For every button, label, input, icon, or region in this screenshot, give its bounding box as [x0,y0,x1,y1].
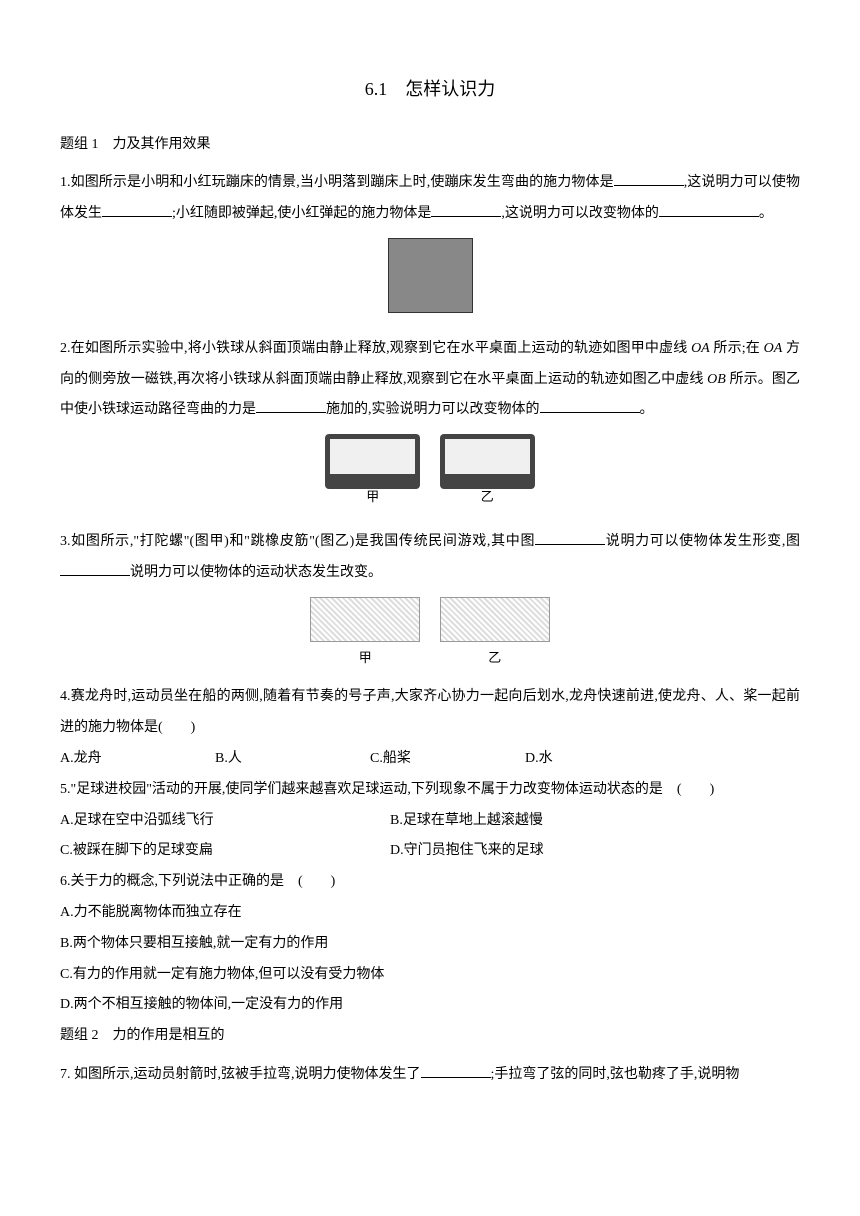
q3-text-1: 3.如图所示,"打陀螺"(图甲)和"跳橡皮筋"(图乙)是我国传统民间游戏,其中图 [60,534,535,549]
blank[interactable] [256,397,326,413]
option-c[interactable]: C.船桨 [370,744,525,775]
q1-text-5: 。 [759,206,773,221]
blank[interactable] [60,560,130,576]
option-d[interactable]: D.守门员抱住飞来的足球 [390,836,800,867]
q4-options: A.龙舟 B.人 C.船桨 D.水 [60,744,800,775]
q3-text-2: 说明力可以使物体发生形变,图 [605,534,800,549]
blank[interactable] [431,201,501,217]
blank[interactable] [659,201,759,217]
q1-image [60,238,800,326]
ob-label: OB [707,372,726,387]
option-a[interactable]: A.龙舟 [60,744,215,775]
question-2: 2.在如图所示实验中,将小铁球从斜面顶端由静止释放,观察到它在水平桌面上运动的轨… [60,334,800,426]
q6-option-b[interactable]: B.两个物体只要相互接触,就一定有力的作用 [60,929,800,960]
q2-text-1: 2.在如图所示实验中,将小铁球从斜面顶端由静止释放,观察到它在水平桌面上运动的轨… [60,341,691,356]
q6-option-c[interactable]: C.有力的作用就一定有施力物体,但可以没有受力物体 [60,960,800,991]
q7-text-2: ;手拉弯了弦的同时,弦也勒疼了手,说明物 [491,1067,740,1082]
label-jia: 甲 [310,644,420,673]
option-c[interactable]: C.被踩在脚下的足球变扁 [60,836,390,867]
spinning-top-image: 甲 [310,597,420,657]
oa-label-2: OA [764,341,783,356]
blank[interactable] [535,529,605,545]
option-d[interactable]: D.水 [525,744,800,775]
q2-image [60,434,800,502]
option-b[interactable]: B.足球在草地上越滚越慢 [390,806,800,837]
q3-text-3: 说明力可以使物体的运动状态发生改变。 [130,565,382,580]
q7-text-1: 7. 如图所示,运动员射箭时,弦被手拉弯,说明力使物体发生了 [60,1067,421,1082]
blank[interactable] [540,397,640,413]
question-3: 3.如图所示,"打陀螺"(图甲)和"跳橡皮筋"(图乙)是我国传统民间游戏,其中图… [60,527,800,589]
pool-table-b [440,434,535,489]
label-yi: 乙 [440,644,550,673]
blank[interactable] [614,170,684,186]
q5-options-row2: C.被踩在脚下的足球变扁 D.守门员抱住飞来的足球 [60,836,800,867]
q2-text-5: 施加的,实验说明力可以改变物体的 [326,402,540,417]
blank[interactable] [421,1062,491,1078]
blank[interactable] [102,201,172,217]
question-1: 1.如图所示是小明和小红玩蹦床的情景,当小明落到蹦床上时,使蹦床发生弯曲的施力物… [60,168,800,230]
q1-text-4: ,这说明力可以改变物体的 [501,206,659,221]
q1-text-3: ;小红随即被弹起,使小红弹起的施力物体是 [172,206,431,221]
section-2-header: 题组 2 力的作用是相互的 [60,1021,800,1052]
q2-text-2: 所示;在 [710,341,764,356]
rubber-band-image: 乙 [440,597,550,657]
option-b[interactable]: B.人 [215,744,370,775]
question-7: 7. 如图所示,运动员射箭时,弦被手拉弯,说明力使物体发生了 ;手拉弯了弦的同时,… [60,1060,800,1091]
option-a[interactable]: A.足球在空中沿弧线飞行 [60,806,390,837]
section-1-header: 题组 1 力及其作用效果 [60,130,800,161]
question-5: 5."足球进校园"活动的开展,使同学们越来越喜欢足球运动,下列现象不属于力改变物… [60,775,800,806]
page-title: 6.1 怎样认识力 [60,70,800,110]
q3-image: 甲 乙 [60,597,800,675]
question-4: 4.赛龙舟时,运动员坐在船的两侧,随着有节奏的号子声,大家齐心协力一起向后划水,… [60,682,800,744]
oa-label: OA [691,341,710,356]
q2-text-6: 。 [640,402,654,417]
q5-options-row1: A.足球在空中沿弧线飞行 B.足球在草地上越滚越慢 [60,806,800,837]
pool-table-a [325,434,420,489]
q6-option-d[interactable]: D.两个不相互接触的物体间,一定没有力的作用 [60,990,800,1021]
question-6: 6.关于力的概念,下列说法中正确的是 ( ) [60,867,800,898]
q6-option-a[interactable]: A.力不能脱离物体而独立存在 [60,898,800,929]
q1-text-1: 1.如图所示是小明和小红玩蹦床的情景,当小明落到蹦床上时,使蹦床发生弯曲的施力物… [60,175,614,190]
trampoline-image [388,238,473,313]
